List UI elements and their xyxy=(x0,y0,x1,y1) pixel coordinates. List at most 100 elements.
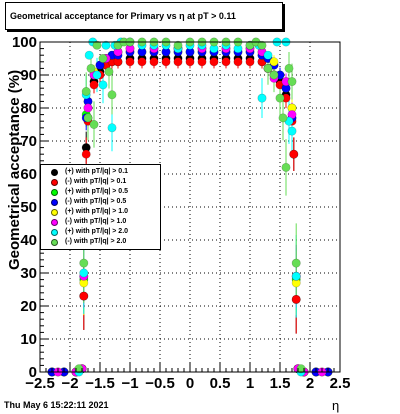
legend-marker xyxy=(51,229,58,236)
legend-label: (+) with pT/|q| > 2.0 xyxy=(65,228,129,235)
x-tick-label: 1 xyxy=(246,375,254,392)
legend-label: (-) with pT/|q| > 0.5 xyxy=(65,198,127,205)
data-point xyxy=(173,57,183,67)
data-point xyxy=(81,149,91,159)
data-point xyxy=(275,93,285,103)
timestamp-footer: Thu May 6 15:22:11 2021 xyxy=(4,400,109,410)
data-point xyxy=(104,67,114,77)
legend-entry: (+) with pT/|q| > 1.0 xyxy=(41,208,161,218)
data-point xyxy=(287,77,297,87)
legend-entry: (-) with pT/|q| > 0.1 xyxy=(41,178,161,188)
legend-entry: (-) with pT/|q| > 0.5 xyxy=(41,198,161,208)
legend-label: (+) with pT/|q| > 0.5 xyxy=(65,188,129,195)
data-point xyxy=(245,57,255,67)
data-point xyxy=(137,57,147,67)
legend-marker xyxy=(51,219,58,226)
legend-entry: (-) with pT/|q| > 2.0 xyxy=(41,238,161,248)
y-tick-label: 60 xyxy=(20,166,37,183)
y-tick-label: 80 xyxy=(20,100,37,117)
data-point xyxy=(269,70,279,80)
data-point xyxy=(98,80,108,90)
y-axis-label: Geometrical acceptance (%) xyxy=(6,69,23,270)
data-point xyxy=(79,268,89,278)
legend-label: (+) with pT/|q| > 0.1 xyxy=(65,168,129,175)
y-tick-label: 40 xyxy=(20,232,37,249)
x-tick-label: −1 xyxy=(121,375,138,392)
data-point xyxy=(289,149,299,159)
data-point xyxy=(125,57,135,67)
legend-label: (-) with pT/|q| > 2.0 xyxy=(65,238,127,245)
data-point xyxy=(81,87,91,97)
data-point xyxy=(89,120,99,130)
data-point xyxy=(284,63,294,73)
legend-marker xyxy=(51,189,58,196)
x-tick-label: 1.5 xyxy=(270,375,291,392)
data-point xyxy=(74,364,84,374)
title-box: Geometrical acceptance for Primary vs η … xyxy=(5,2,283,30)
data-point xyxy=(291,258,301,268)
legend-marker xyxy=(51,239,58,246)
x-tick-label: −2 xyxy=(61,375,78,392)
legend-entry: (-) with pT/|q| > 1.0 xyxy=(41,218,161,228)
data-point xyxy=(89,80,99,90)
data-point xyxy=(83,103,93,113)
y-tick-label: 0 xyxy=(29,364,37,381)
x-tick-label: 2 xyxy=(306,375,314,392)
y-tick-label: 10 xyxy=(20,331,37,348)
data-point xyxy=(278,113,288,123)
legend: (+) with pT/|q| > 0.1 (-) with pT/|q| > … xyxy=(40,164,161,250)
data-point xyxy=(149,57,159,67)
axis-ticks xyxy=(39,41,341,373)
legend-entry: (+) with pT/|q| > 0.5 xyxy=(41,188,161,198)
legend-marker xyxy=(51,179,58,186)
tick-labels: −2.5 −2 −1.5 −1 −0.5 0 0.5 1 1.5 2 2.5 0 10 20 30 40 50 6… xyxy=(12,34,350,392)
data-point xyxy=(263,63,273,73)
data-point xyxy=(209,57,219,67)
x-tick-label: 2.5 xyxy=(330,375,351,392)
data-point xyxy=(185,57,195,67)
data-point xyxy=(86,63,96,73)
legend-label: (-) with pT/|q| > 1.0 xyxy=(65,218,127,225)
data-point xyxy=(291,294,301,304)
data-point xyxy=(92,70,102,80)
x-tick-label: 0 xyxy=(186,375,194,392)
legend-marker xyxy=(51,209,58,216)
legend-label: (+) with pT/|q| > 1.0 xyxy=(65,208,129,215)
data-point xyxy=(92,40,102,50)
data-point xyxy=(107,90,117,100)
y-tick-label: 30 xyxy=(20,265,37,282)
data-point xyxy=(221,57,231,67)
data-point xyxy=(287,126,297,136)
legend-entry: (+) with pT/|q| > 2.0 xyxy=(41,228,161,238)
data-point xyxy=(98,53,108,63)
data-point xyxy=(101,40,111,50)
x-tick-label: −0.5 xyxy=(145,375,175,392)
y-tick-label: 100 xyxy=(12,34,37,51)
x-tick-label: 0.5 xyxy=(210,375,231,392)
data-point xyxy=(291,271,301,281)
legend-marker xyxy=(51,199,58,206)
data-point xyxy=(161,57,171,67)
data-point xyxy=(107,123,117,133)
data-point xyxy=(197,57,207,67)
data-point xyxy=(79,258,89,268)
y-tick-label: 20 xyxy=(20,298,37,315)
data-point xyxy=(84,50,94,60)
data-point xyxy=(79,291,89,301)
x-tick-label: −2.5 xyxy=(25,375,55,392)
data-point xyxy=(173,40,183,50)
legend-label: (-) with pT/|q| > 0.1 xyxy=(65,178,127,185)
data-point xyxy=(281,162,291,172)
chart-title: Geometrical acceptance for Primary vs η … xyxy=(10,11,236,21)
y-tick-label: 50 xyxy=(20,199,37,216)
y-tick-label: 70 xyxy=(20,133,37,150)
data-point xyxy=(233,57,243,67)
data-point xyxy=(83,113,93,123)
legend-entry: (+) with pT/|q| > 0.1 xyxy=(41,168,161,178)
data-point xyxy=(257,40,267,50)
y-tick-label: 90 xyxy=(20,67,37,84)
data-point xyxy=(296,364,306,374)
data-point xyxy=(257,93,267,103)
legend-marker xyxy=(51,169,58,176)
